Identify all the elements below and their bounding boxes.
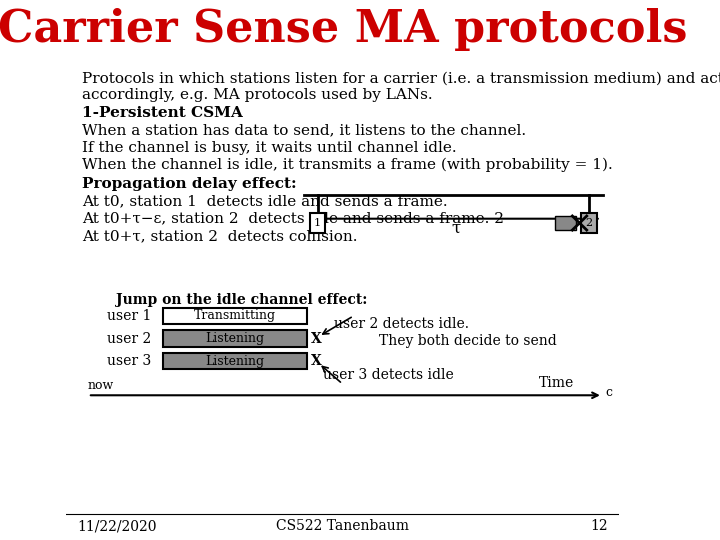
FancyBboxPatch shape [163,353,307,369]
Text: They both decide to send: They both decide to send [379,334,557,348]
Text: Listening: Listening [205,355,264,368]
Text: now: now [88,379,114,392]
Text: τ: τ [451,219,461,237]
Text: Jump on the idle channel effect:: Jump on the idle channel effect: [116,293,367,307]
Text: 2: 2 [585,218,593,228]
Text: X: X [311,354,322,368]
Text: When a station has data to send, it listens to the channel.: When a station has data to send, it list… [82,124,526,138]
FancyBboxPatch shape [310,213,325,233]
Text: At t0+τ, station 2  detects collision.: At t0+τ, station 2 detects collision. [82,229,358,243]
Text: X: X [311,332,322,346]
Text: Transmitting: Transmitting [194,309,276,322]
Text: user 1: user 1 [107,309,152,323]
FancyBboxPatch shape [163,330,307,347]
Text: If the channel is busy, it waits until channel idle.: If the channel is busy, it waits until c… [82,141,457,155]
Text: At t0, station 1  detects idle and sends a frame.: At t0, station 1 detects idle and sends … [82,194,448,208]
Text: 12: 12 [590,519,608,534]
Text: user 2 detects idle.: user 2 detects idle. [334,317,469,331]
FancyBboxPatch shape [163,308,307,324]
FancyBboxPatch shape [554,216,576,230]
Text: user 3: user 3 [107,354,152,368]
Text: user 2: user 2 [107,332,152,346]
Text: Time: Time [539,376,575,390]
Text: When the channel is idle, it transmits a frame (with probability = 1).: When the channel is idle, it transmits a… [82,158,613,172]
FancyBboxPatch shape [581,213,597,233]
Text: CS522 Tanenbaum: CS522 Tanenbaum [276,519,409,534]
Text: 1-Persistent CSMA: 1-Persistent CSMA [82,106,243,120]
Text: Listening: Listening [205,332,264,345]
Text: accordingly, e.g. MA protocols used by LANs.: accordingly, e.g. MA protocols used by L… [82,87,433,102]
Text: 1: 1 [314,218,321,228]
Text: At t0+τ−ε, station 2  detects idle and sends a frame. 2: At t0+τ−ε, station 2 detects idle and se… [82,212,504,226]
Text: user 3 detects idle: user 3 detects idle [323,368,454,382]
Text: Carrier Sense MA protocols: Carrier Sense MA protocols [0,8,688,51]
Text: Propagation delay effect:: Propagation delay effect: [82,177,297,191]
Text: 11/22/2020: 11/22/2020 [77,519,156,534]
Text: c: c [606,386,613,399]
Text: Protocols in which stations listen for a carrier (i.e. a transmission medium) an: Protocols in which stations listen for a… [82,71,720,85]
